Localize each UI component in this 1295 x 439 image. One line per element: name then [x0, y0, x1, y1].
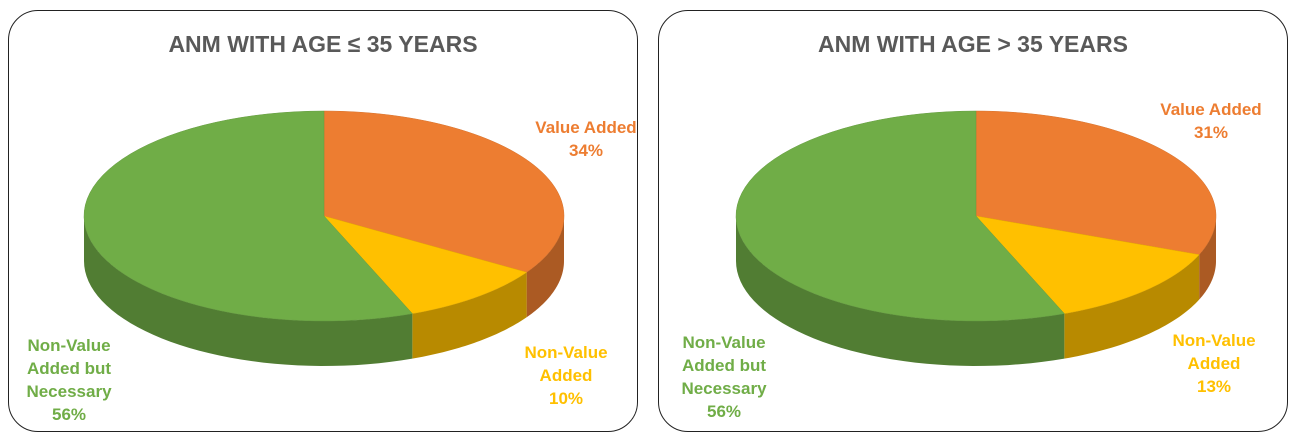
chart-title: ANM WITH AGE ≤ 35 YEARS [168, 31, 478, 57]
value-label: 31% [1193, 123, 1229, 142]
slice-top [975, 215, 1200, 314]
category-label: Value Added [535, 118, 637, 137]
value-label: 13% [1196, 377, 1232, 396]
slice-top [323, 110, 565, 273]
data-label: Non-Value Added but Necessary 56% [9, 334, 129, 426]
slice-top [83, 110, 413, 322]
data-label: Value Added 34% [526, 116, 637, 162]
pie-slice [735, 110, 1065, 366]
value-label: 56% [51, 405, 87, 424]
category-label: Non-Value Added but Necessary [681, 333, 767, 398]
chart-title: ANM WITH AGE > 35 YEARS [818, 31, 1128, 57]
pie-slice [83, 110, 413, 366]
data-label: Non-Value Added 10% [506, 341, 626, 410]
value-label: 10% [548, 389, 584, 408]
slice-top [735, 110, 1065, 322]
slice-side [736, 216, 1065, 366]
pie-svg [735, 110, 1217, 366]
value-label: 56% [706, 402, 742, 421]
slice-side [1199, 216, 1216, 300]
value-label: 34% [568, 141, 604, 160]
category-label: Non-Value Added [524, 343, 608, 385]
slice-side [84, 216, 413, 366]
data-label: Value Added 31% [1151, 98, 1271, 144]
pie-slice [323, 215, 528, 359]
chart-panel: ANM WITH AGE > 35 YEARS Value Added 31% No… [658, 10, 1288, 432]
pie-slice [323, 110, 565, 318]
pie-slice [975, 215, 1200, 359]
slice-side [412, 272, 527, 359]
pie-svg [83, 110, 565, 366]
chart-panel: ANM WITH AGE ≤ 35 YEARS Value Added 34% No… [8, 10, 638, 432]
slice-side [526, 216, 564, 318]
category-label: Non-Value Added [1172, 331, 1256, 373]
slice-top [323, 215, 528, 314]
pie-slice [975, 110, 1217, 300]
data-label: Non-Value Added 13% [1154, 329, 1274, 398]
category-label: Non-Value Added but Necessary [26, 336, 112, 401]
slice-top [975, 110, 1217, 255]
data-label: Non-Value Added but Necessary 56% [664, 331, 784, 423]
category-label: Value Added [1160, 100, 1262, 119]
